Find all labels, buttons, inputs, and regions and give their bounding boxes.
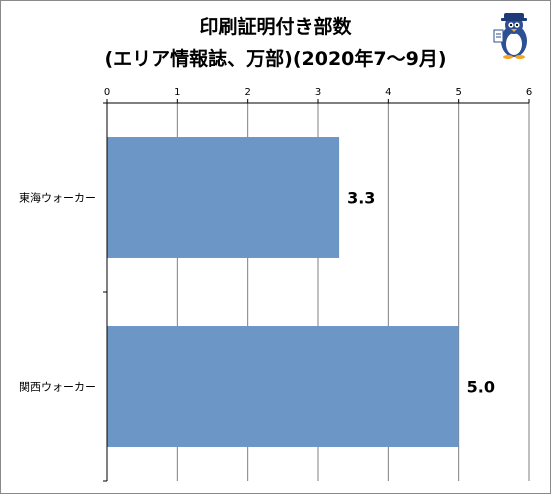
x-tick-label: 2	[244, 87, 250, 98]
x-tick-label: 6	[526, 87, 532, 98]
x-tick-label: 4	[385, 87, 391, 98]
axes	[103, 99, 530, 482]
data-label: 3.3	[347, 189, 375, 208]
category-label: 関西ウォーカー	[19, 381, 96, 394]
x-tick-label: 5	[455, 87, 461, 98]
x-tick-label: 3	[315, 87, 321, 98]
x-tick-label: 1	[174, 87, 180, 98]
bar	[107, 326, 459, 447]
x-tick-label: 0	[104, 87, 110, 98]
chart-subtitle: (エリア情報誌、万部)(2020年7～9月)	[104, 48, 447, 70]
bars	[107, 137, 459, 447]
data-label: 5.0	[467, 378, 495, 397]
chart-title: 印刷証明付き部数	[199, 16, 352, 38]
labels: 0 1 2 3 4 5 6 東海ウォーカー 3.3 関西ウォーカー 5.0	[19, 87, 532, 397]
penguin-mascot-icon	[493, 13, 527, 59]
category-label: 東海ウォーカー	[19, 191, 96, 205]
bar	[107, 137, 340, 258]
